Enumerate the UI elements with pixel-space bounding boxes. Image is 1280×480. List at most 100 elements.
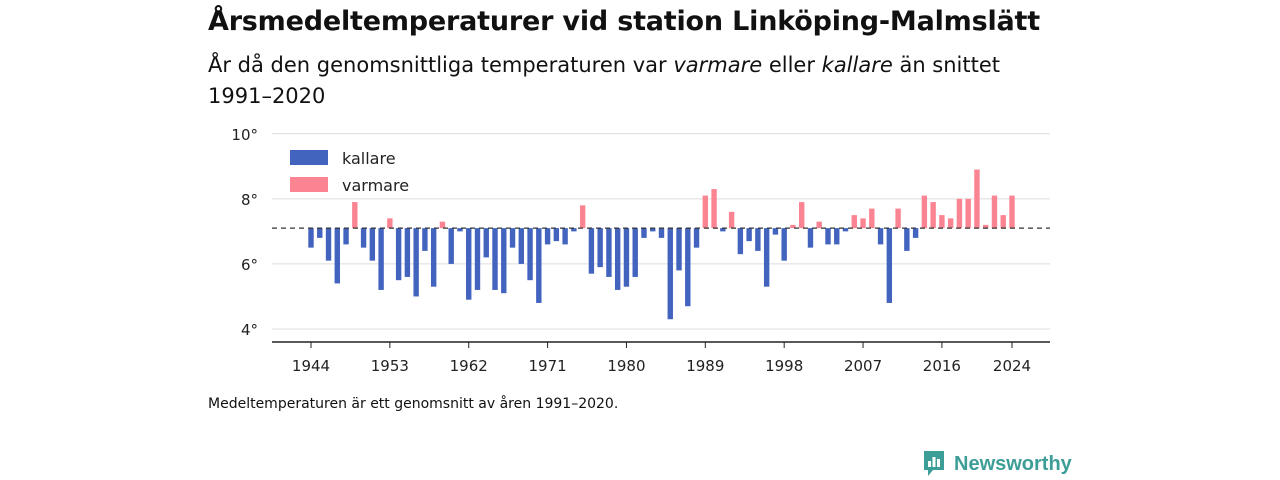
bar-1973: [562, 228, 568, 245]
bar-1993: [737, 228, 744, 255]
bar-2024: [1009, 195, 1015, 229]
bar-1955: [404, 228, 411, 277]
bar-1979: [614, 228, 621, 290]
x-tick-label: 1989: [686, 357, 724, 375]
x-tick-label: 1953: [371, 357, 409, 375]
chart-title: Årsmedeltemperaturer vid station Linköpi…: [208, 6, 1040, 37]
bar-1983: [650, 228, 656, 232]
bar-1987: [685, 228, 691, 307]
bar-1980: [623, 228, 630, 287]
legend-swatch-kallare: [290, 150, 328, 165]
chart-subtitle: År då den genomsnittliga temperaturen va…: [208, 50, 1048, 112]
subtitle-part-3: än snittet 1991–2020: [208, 53, 1001, 108]
bar-1951: [369, 228, 376, 261]
bar-1966: [501, 228, 507, 294]
bar-1960: [448, 228, 454, 264]
bar-1967: [509, 228, 516, 248]
legend-swatch-varmare: [290, 177, 328, 192]
bar-2008: [869, 208, 875, 229]
bar-1958: [430, 228, 437, 287]
bar-1975: [579, 205, 586, 229]
bar-1953: [387, 218, 393, 229]
footnote: Medeltemperaturen är ett genomsnitt av å…: [208, 396, 619, 412]
y-tick-label: 6°: [241, 256, 258, 274]
bar-1991: [720, 228, 726, 232]
y-tick-label: 4°: [241, 321, 258, 339]
bar-2004: [834, 228, 840, 245]
bar-1944: [308, 228, 314, 248]
bar-1962: [466, 228, 472, 300]
temperature-bar-chart: 4° 6° 8° 10° 1944 1953 1962 1971 1980 1989 1998 200…: [231, 126, 1050, 375]
bar-2019: [965, 198, 971, 229]
x-tick-label: 1998: [765, 357, 803, 375]
bar-2020: [974, 169, 980, 229]
x-tick-label: 2007: [844, 357, 882, 375]
bar-1950: [360, 228, 367, 248]
bar-1995: [755, 228, 761, 251]
y-tick-label: 8°: [241, 191, 258, 209]
bar-1976: [588, 228, 595, 274]
bar-1961: [457, 228, 463, 232]
bar-2002: [816, 221, 822, 229]
bar-2013: [912, 228, 919, 238]
bar-1970: [536, 228, 542, 303]
bar-1964: [483, 228, 489, 258]
bar-1945: [317, 228, 323, 238]
subtitle-part-1: År då den genomsnittliga temperaturen va…: [208, 53, 674, 77]
bar-2007: [860, 218, 866, 229]
bar-1948: [343, 228, 349, 245]
bar-1959: [439, 221, 446, 229]
subtitle-part-2: eller: [762, 53, 822, 77]
bar-1952: [378, 228, 384, 290]
bar-1982: [641, 228, 647, 238]
bar-2010: [886, 228, 893, 303]
bar-1965: [492, 228, 498, 290]
bar-1978: [606, 228, 612, 277]
bar-2017: [947, 218, 954, 229]
bar-2015: [930, 202, 936, 229]
subtitle-emphasis-colder: kallare: [821, 53, 893, 77]
bar-2003: [825, 228, 831, 245]
x-tick-label: 2024: [993, 357, 1031, 375]
bar-2023: [1000, 215, 1006, 229]
bar-1998: [781, 228, 787, 261]
bar-1994: [746, 228, 752, 242]
subtitle-emphasis-warmer: varmare: [673, 53, 763, 77]
brand-logo: Newsworthy: [922, 450, 1072, 478]
bar-1946: [325, 228, 332, 261]
bar-1984: [658, 228, 665, 238]
bar-1981: [632, 228, 638, 277]
bar-1990: [711, 189, 717, 229]
bar-2001: [807, 228, 814, 248]
y-tick-label: 10°: [231, 126, 258, 144]
bar-1986: [676, 228, 682, 271]
bar-2021: [983, 224, 989, 229]
legend-label-varmare: varmare: [342, 176, 409, 195]
bar-2000: [799, 202, 805, 229]
x-tick-label: 1971: [528, 357, 566, 375]
legend-label-kallare: kallare: [342, 149, 396, 168]
bar-2016: [939, 215, 945, 229]
bar-1956: [413, 228, 419, 297]
bar-1988: [693, 228, 700, 248]
bar-1963: [474, 228, 481, 290]
bar-2005: [842, 228, 849, 232]
bar-1969: [527, 228, 533, 281]
bar-2014: [921, 195, 928, 229]
brand-name: Newsworthy: [954, 452, 1072, 475]
x-tick-label: 1980: [607, 357, 645, 375]
bar-1947: [334, 228, 340, 284]
bar-1957: [422, 228, 428, 251]
bar-1971: [544, 228, 551, 245]
bar-1977: [597, 228, 603, 268]
bar-1974: [571, 228, 577, 232]
bar-1992: [728, 211, 735, 229]
x-tick-label: 1944: [292, 357, 330, 375]
bar-1985: [667, 228, 673, 320]
bar-1989: [702, 195, 709, 229]
bar-2018: [956, 198, 963, 229]
bar-1996: [763, 228, 770, 287]
bar-2011: [895, 208, 901, 229]
bar-1949: [352, 202, 358, 229]
bar-1968: [518, 228, 524, 264]
